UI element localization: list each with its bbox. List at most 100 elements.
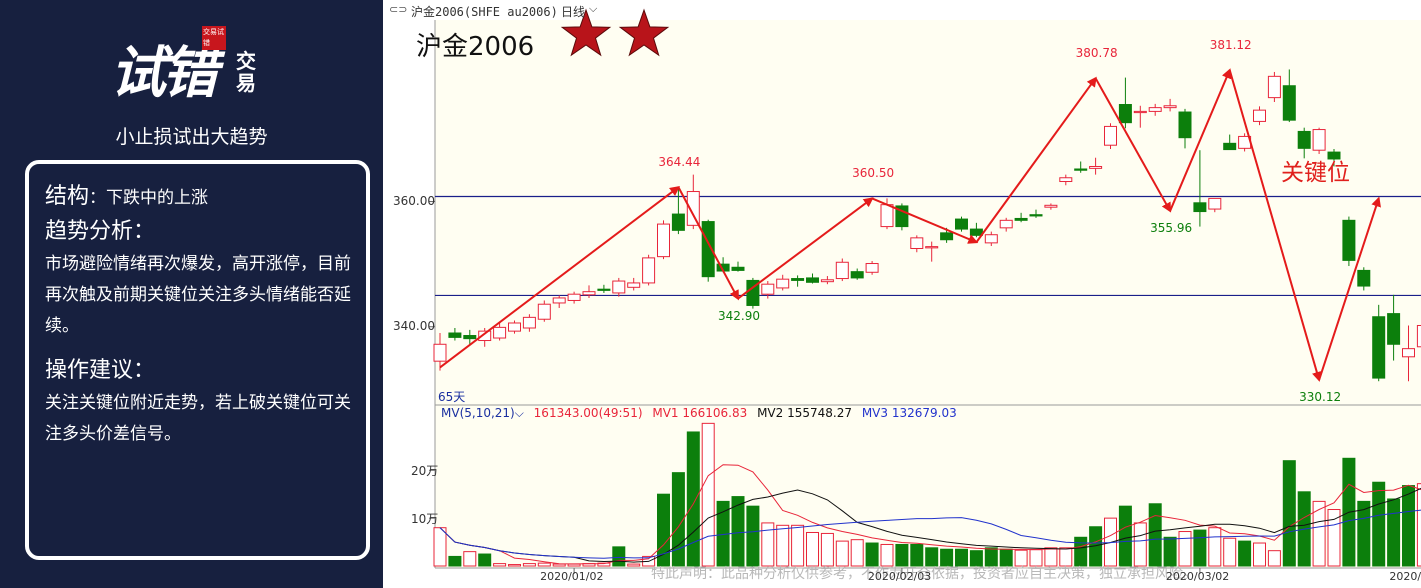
swing-arrow — [975, 76, 1097, 243]
brand-logo: 试错 交易试错 交易 — [110, 26, 280, 108]
swing-high-label: 380.78 — [1075, 46, 1118, 61]
trend-text: 市场避险情绪再次爆发，高开涨停，目前再次触及前期关键位关注多头情绪能否延续。 — [45, 254, 351, 336]
candle — [1029, 209, 1043, 218]
key-level-annotation: 关键位 — [1281, 160, 1350, 186]
candle-body — [761, 283, 775, 295]
volume-bar — [1074, 536, 1088, 567]
candle-body — [522, 316, 536, 329]
candle-body — [776, 278, 790, 289]
candle — [522, 314, 536, 332]
candle — [1267, 71, 1281, 103]
candle — [925, 241, 939, 262]
volume-bar — [835, 540, 849, 567]
candle — [1193, 150, 1207, 227]
candle — [1044, 203, 1058, 210]
candle — [1372, 304, 1386, 382]
volume-tick-label: 10万 — [411, 512, 439, 527]
candle-body — [850, 271, 864, 279]
candle — [791, 275, 805, 287]
candle — [1133, 105, 1147, 128]
candle — [1253, 106, 1266, 126]
rating-star-icon — [618, 8, 670, 57]
candle-body — [1044, 204, 1058, 208]
mv1-value: MV1 166106.83 — [652, 406, 748, 420]
volume-layer — [433, 422, 1421, 567]
volume-ma-layer — [439, 464, 1421, 565]
volume-bar — [627, 563, 641, 567]
volume-bar — [1327, 509, 1341, 567]
volume-bar — [746, 505, 760, 567]
candle-body — [1253, 109, 1266, 122]
candle-body — [433, 343, 447, 362]
period-selector[interactable]: 日线 — [561, 5, 586, 19]
candle-body — [508, 322, 521, 332]
volume-bar — [552, 563, 566, 567]
candle — [1402, 325, 1415, 382]
volume-bar — [1312, 500, 1326, 567]
volume-bar — [820, 532, 834, 567]
candle-body — [895, 205, 909, 228]
candle-body — [671, 213, 685, 231]
candle — [642, 254, 656, 286]
candle-body — [1118, 104, 1132, 124]
candle-body — [1014, 217, 1028, 221]
candle — [761, 281, 775, 299]
volume-bar — [671, 472, 685, 567]
candle — [910, 235, 924, 253]
candle — [537, 300, 551, 322]
candle-body — [1297, 130, 1311, 149]
indicator-name[interactable]: MV(5,10,21) — [441, 406, 515, 420]
candle-body — [955, 218, 968, 230]
candle — [508, 320, 521, 334]
candle-body — [791, 278, 805, 281]
rating-star-icon — [560, 8, 612, 57]
candle — [1312, 127, 1326, 154]
candle-body — [1267, 75, 1281, 99]
swing-low-label: 355.96 — [1150, 220, 1193, 235]
volume-bar — [1223, 537, 1237, 567]
candle — [955, 216, 968, 232]
candle-body — [1402, 348, 1415, 358]
candle-body — [1178, 111, 1192, 139]
mv2-line — [439, 487, 1421, 563]
candle-body — [493, 326, 507, 339]
swing-arrow — [1228, 69, 1322, 382]
candle-body — [1387, 313, 1401, 345]
candle — [865, 261, 879, 275]
candle — [731, 261, 745, 272]
candle — [776, 274, 790, 291]
grid-layer — [429, 201, 1201, 574]
volume-bar — [612, 546, 626, 567]
volume-bar — [508, 564, 521, 567]
chevron-down-icon[interactable]: ⌵ — [589, 2, 598, 15]
candle-body — [686, 191, 700, 226]
volume-bar — [433, 527, 447, 567]
volume-bar — [1148, 503, 1162, 567]
candle — [1118, 77, 1132, 129]
link-icon[interactable]: ⊂⊃ — [389, 3, 408, 16]
volume-bar — [1282, 460, 1296, 567]
candle — [612, 277, 626, 297]
candle — [1282, 69, 1296, 123]
volume-bar — [865, 542, 879, 567]
candle — [552, 295, 566, 308]
structure-row: 结构：下跌中的上涨 — [45, 182, 366, 213]
indicator-dropdown-icon[interactable]: ⌵ — [514, 406, 524, 420]
candle-body — [642, 257, 656, 284]
volume-bar — [1357, 500, 1371, 567]
x-tick-label: 2020/02/03 — [867, 570, 932, 583]
candle-body — [925, 246, 939, 249]
swing-high-label: 360.50 — [852, 166, 895, 181]
volume-bar — [969, 550, 983, 567]
candle-body — [1327, 151, 1341, 160]
candle-body — [597, 288, 611, 291]
candle-body — [612, 280, 626, 294]
candle-body — [1312, 129, 1326, 151]
star-layer — [560, 8, 670, 57]
x-tick-label: 2020/03/24 — [1389, 570, 1421, 583]
logo-main-text: 试错 — [110, 40, 218, 106]
candle — [1178, 108, 1192, 149]
candle-body — [984, 234, 998, 244]
volume-bar — [880, 543, 894, 567]
swing-arrow — [737, 197, 874, 300]
